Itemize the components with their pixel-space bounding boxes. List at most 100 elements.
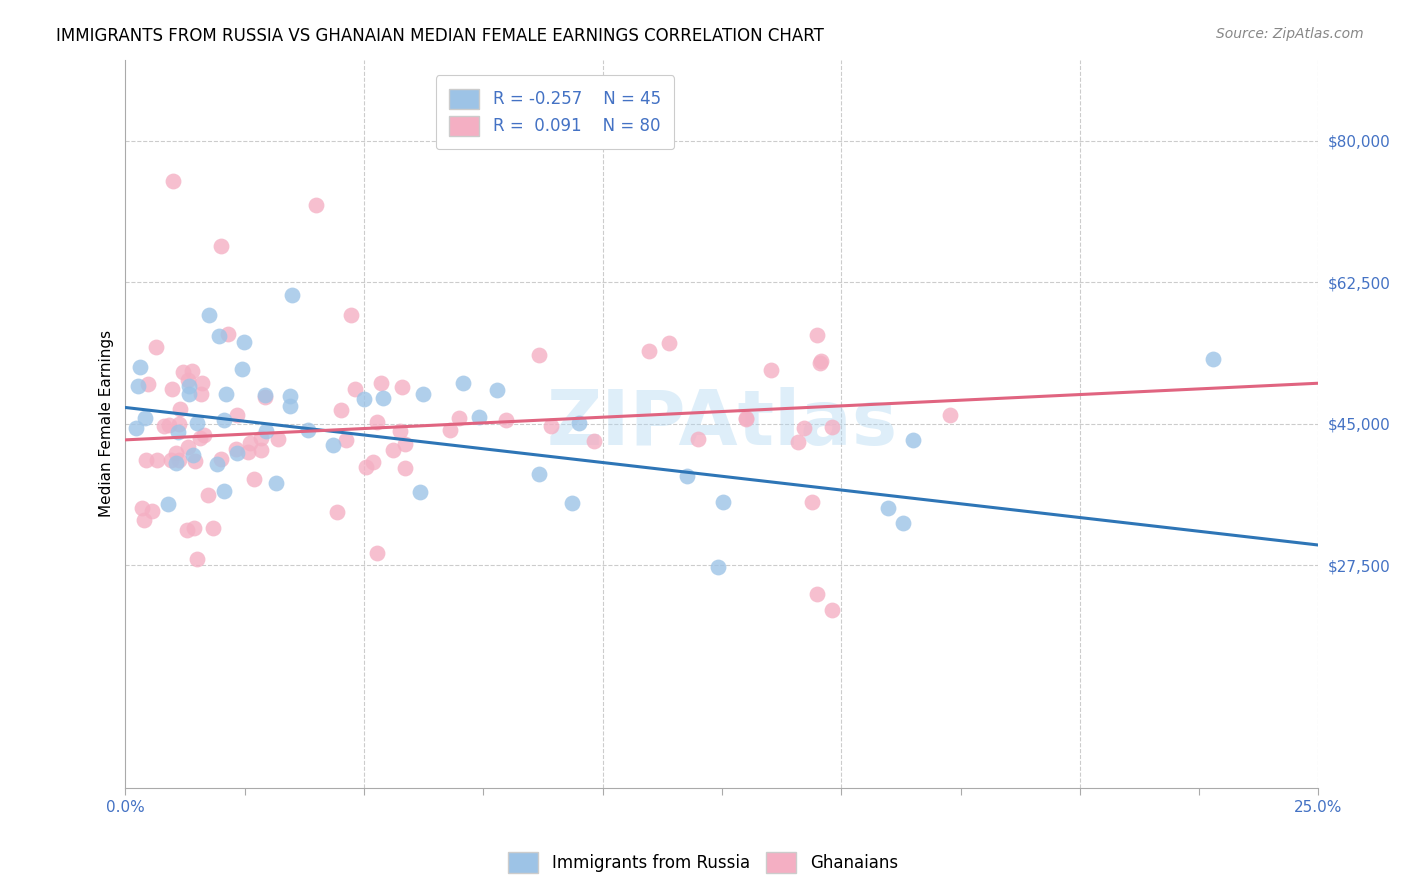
- Point: [468, 410, 491, 425]
- Point: [529, 467, 551, 481]
- Point: [370, 376, 392, 391]
- Point: [165, 456, 187, 470]
- Text: IMMIGRANTS FROM RUSSIA VS GHANAIAN MEDIAN FEMALE EARNINGS CORRELATION CHART: IMMIGRANTS FROM RUSSIA VS GHANAIAN MEDIA…: [56, 27, 824, 45]
- Point: [243, 472, 266, 486]
- Point: [125, 421, 148, 435]
- Point: [217, 327, 239, 342]
- Point: [250, 443, 273, 458]
- Point: [353, 392, 375, 406]
- Point: [212, 483, 235, 498]
- Point: [209, 451, 232, 466]
- Point: [208, 329, 231, 343]
- Point: [808, 356, 831, 370]
- Point: [181, 448, 204, 462]
- Point: [305, 198, 328, 212]
- Point: [366, 546, 388, 560]
- Point: [409, 484, 432, 499]
- Point: [159, 453, 181, 467]
- Point: [197, 487, 219, 501]
- Point: [186, 551, 208, 566]
- Point: [711, 494, 734, 508]
- Point: [688, 433, 710, 447]
- Point: [184, 453, 207, 467]
- Point: [231, 362, 253, 376]
- Point: [254, 390, 277, 404]
- Point: [821, 603, 844, 617]
- Text: Source: ZipAtlas.com: Source: ZipAtlas.com: [1216, 27, 1364, 41]
- Point: [278, 388, 301, 402]
- Legend: R = -0.257    N = 45, R =  0.091    N = 80: R = -0.257 N = 45, R = 0.091 N = 80: [436, 75, 673, 149]
- Point: [335, 433, 357, 447]
- Point: [326, 505, 349, 519]
- Point: [249, 430, 271, 444]
- Point: [165, 446, 187, 460]
- Point: [891, 516, 914, 530]
- Point: [637, 343, 659, 358]
- Point: [167, 425, 190, 439]
- Point: [145, 340, 167, 354]
- Point: [388, 425, 411, 439]
- Point: [394, 461, 416, 475]
- Point: [205, 457, 228, 471]
- Point: [190, 387, 212, 401]
- Point: [901, 433, 924, 447]
- Point: [391, 380, 413, 394]
- Point: [485, 383, 508, 397]
- Point: [162, 174, 184, 188]
- Point: [254, 425, 277, 439]
- Point: [214, 413, 236, 427]
- Point: [162, 382, 184, 396]
- Point: [226, 408, 249, 422]
- Point: [810, 354, 832, 368]
- Point: [877, 500, 900, 515]
- Point: [354, 459, 377, 474]
- Point: [793, 421, 815, 435]
- Point: [232, 334, 254, 349]
- Point: [209, 238, 232, 252]
- Point: [131, 500, 153, 515]
- Point: [177, 440, 200, 454]
- Point: [238, 445, 260, 459]
- Point: [152, 418, 174, 433]
- Point: [373, 391, 395, 405]
- Point: [439, 423, 461, 437]
- Point: [172, 365, 194, 379]
- Point: [169, 402, 191, 417]
- Point: [239, 435, 262, 450]
- Point: [176, 523, 198, 537]
- Point: [226, 446, 249, 460]
- Point: [322, 438, 344, 452]
- Point: [495, 413, 517, 427]
- Point: [344, 382, 367, 396]
- Point: [806, 586, 828, 600]
- Point: [449, 410, 471, 425]
- Point: [381, 442, 404, 457]
- Point: [676, 469, 699, 483]
- Point: [167, 453, 190, 467]
- Point: [201, 521, 224, 535]
- Point: [806, 328, 828, 343]
- Point: [568, 416, 591, 430]
- Point: [267, 433, 290, 447]
- Point: [787, 434, 810, 449]
- Point: [225, 442, 247, 457]
- Point: [658, 336, 681, 351]
- Point: [127, 378, 149, 392]
- Point: [361, 455, 384, 469]
- Point: [254, 388, 277, 402]
- Point: [540, 418, 562, 433]
- Point: [707, 559, 730, 574]
- Y-axis label: Median Female Earnings: Median Female Earnings: [100, 330, 114, 517]
- Point: [141, 504, 163, 518]
- Point: [451, 376, 474, 390]
- Point: [281, 288, 304, 302]
- Point: [527, 349, 550, 363]
- Point: [561, 495, 583, 509]
- Point: [734, 411, 756, 425]
- Point: [146, 453, 169, 467]
- Point: [129, 359, 152, 374]
- Legend: Immigrants from Russia, Ghanaians: Immigrants from Russia, Ghanaians: [502, 846, 904, 880]
- Point: [134, 513, 156, 527]
- Point: [190, 376, 212, 391]
- Point: [188, 431, 211, 445]
